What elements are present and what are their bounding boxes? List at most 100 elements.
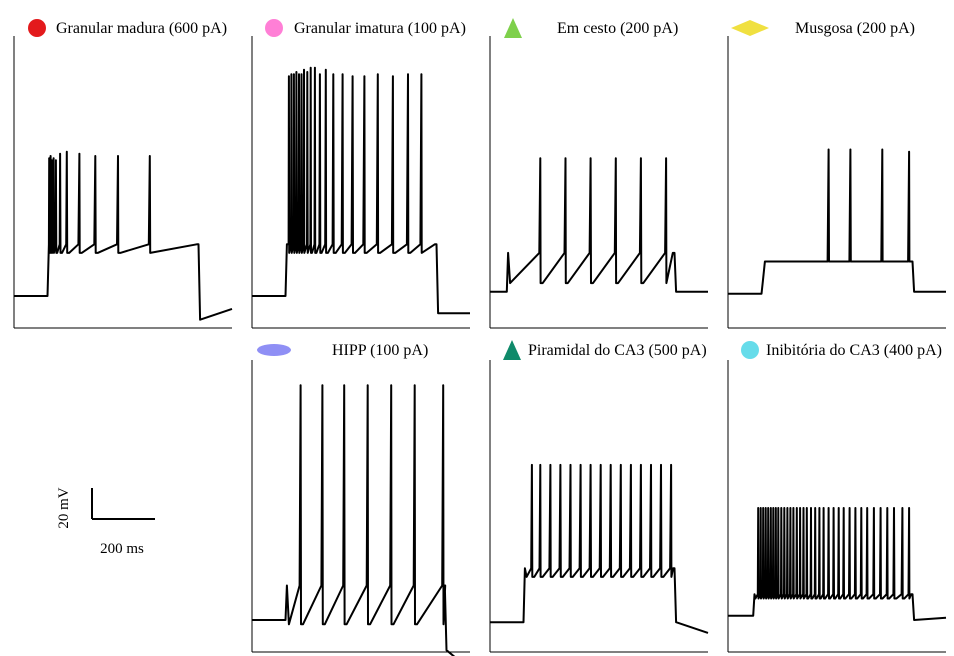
spike-peak-point bbox=[775, 507, 777, 509]
spike-peak-point bbox=[757, 507, 759, 509]
spike-peak-point bbox=[332, 73, 335, 75]
spike-peak-point bbox=[303, 69, 305, 71]
spike-peak-point bbox=[59, 153, 61, 155]
spike-peak-point bbox=[767, 507, 769, 509]
spike-peak-point bbox=[94, 155, 97, 157]
spike-peak-point bbox=[799, 507, 801, 509]
spike-peak-point bbox=[306, 71, 309, 73]
spike-peak-point bbox=[650, 464, 652, 466]
triangle-marker-icon bbox=[504, 18, 522, 38]
spike-peak-point bbox=[569, 464, 572, 466]
spike-peak-point bbox=[777, 507, 780, 509]
spike-peak-point bbox=[886, 507, 889, 509]
spike-peak-point bbox=[908, 507, 910, 509]
spike-peak-point bbox=[325, 69, 327, 71]
trace-panel: Granular imatura (100 pA) bbox=[251, 19, 470, 329]
spike-peak-point bbox=[48, 157, 50, 159]
spike-peak-point bbox=[351, 75, 354, 78]
spike-peak-point bbox=[837, 507, 840, 509]
spike-peak-point bbox=[759, 507, 762, 509]
spike-peak-point bbox=[827, 148, 830, 151]
spike-peak-point bbox=[579, 464, 582, 466]
spike-peak-point bbox=[149, 155, 151, 157]
spike-peak-point bbox=[363, 75, 366, 78]
spike-peak-point bbox=[670, 464, 672, 466]
spike-peak-point bbox=[609, 464, 612, 466]
spike-peak-point bbox=[660, 464, 662, 466]
panel-title: Piramidal do CA3 (500 pA) bbox=[528, 342, 707, 359]
spike-peak-point bbox=[780, 507, 783, 509]
ellipse-marker-icon bbox=[257, 344, 291, 356]
spike-peak-point bbox=[366, 384, 369, 387]
spike-peak-point bbox=[814, 507, 816, 509]
spike-peak-point bbox=[319, 73, 321, 75]
voltage-trace-line bbox=[490, 157, 708, 293]
spike-peak-point bbox=[848, 507, 851, 509]
spike-peak-point bbox=[539, 157, 542, 159]
spike-peak-point bbox=[321, 384, 324, 387]
spike-peak-point bbox=[786, 507, 789, 509]
spike-peak-point bbox=[789, 507, 792, 509]
panel-title: Granular madura (600 pA) bbox=[56, 20, 227, 37]
spike-peak-point bbox=[341, 73, 344, 75]
spike-peak-point bbox=[55, 159, 57, 162]
spike-peak-point bbox=[802, 507, 805, 509]
panel-title: Inibitória do CA3 (400 pA) bbox=[766, 342, 942, 359]
spike-peak-point bbox=[764, 507, 767, 509]
voltage-trace-line bbox=[252, 384, 456, 656]
panel-title: Granular imatura (100 pA) bbox=[294, 20, 466, 37]
spike-peak-point bbox=[818, 507, 821, 509]
spike-peak-point bbox=[298, 73, 300, 75]
spike-peak-point bbox=[806, 507, 808, 509]
spike-peak-point bbox=[295, 71, 298, 73]
spike-peak-point bbox=[288, 75, 290, 78]
spike-peak-point bbox=[442, 384, 445, 387]
spike-peak-point bbox=[881, 148, 884, 151]
spike-peak-point bbox=[599, 464, 602, 466]
spike-peak-point bbox=[377, 73, 379, 75]
voltage-trace-line bbox=[252, 66, 470, 315]
spike-peak-point bbox=[640, 464, 642, 466]
spike-peak-point bbox=[559, 464, 562, 466]
spike-peak-point bbox=[78, 153, 81, 155]
spike-peak-point bbox=[901, 507, 904, 509]
trace-panel: Piramidal do CA3 (500 pA) bbox=[489, 340, 709, 653]
spike-peak-point bbox=[842, 507, 845, 509]
spike-peak-point bbox=[615, 157, 617, 159]
spike-peak-point bbox=[796, 507, 798, 509]
spike-peak-point bbox=[390, 384, 393, 387]
circle-marker-icon bbox=[741, 341, 759, 359]
spike-peak-point bbox=[640, 157, 642, 159]
spike-peak-point bbox=[879, 507, 882, 509]
spike-peak-point bbox=[849, 148, 852, 151]
voltage-trace-line bbox=[728, 507, 947, 621]
spike-peak-point bbox=[630, 464, 632, 466]
spike-peak-point bbox=[51, 159, 53, 162]
spike-peak-point bbox=[66, 150, 68, 153]
spike-peak-point bbox=[549, 464, 552, 466]
diamond-marker-icon bbox=[731, 20, 769, 36]
triangle-marker-icon bbox=[503, 340, 521, 360]
spike-peak-point bbox=[49, 155, 52, 157]
voltage-trace-line bbox=[728, 148, 946, 295]
spike-peak-point bbox=[873, 507, 875, 509]
panel-title: Musgosa (200 pA) bbox=[795, 20, 915, 37]
panels-group: Granular madura (600 pA) Granular imatura… bbox=[13, 18, 947, 656]
spike-peak-point bbox=[309, 66, 312, 69]
spike-peak-point bbox=[893, 507, 895, 509]
spike-peak-point bbox=[792, 507, 795, 509]
spike-peak-point bbox=[52, 157, 55, 159]
spike-peak-point bbox=[300, 73, 303, 75]
spike-peak-point bbox=[407, 73, 409, 75]
spike-peak-point bbox=[854, 507, 857, 509]
spike-peak-point bbox=[832, 507, 835, 509]
panel-title: Em cesto (200 pA) bbox=[557, 20, 678, 37]
voltage-trace-line bbox=[14, 150, 233, 321]
circle-marker-icon bbox=[265, 19, 283, 37]
trace-panel: Granular madura (600 pA) bbox=[13, 19, 233, 329]
spike-peak-point bbox=[810, 507, 812, 509]
spike-peak-point bbox=[293, 73, 295, 75]
spike-peak-point bbox=[827, 507, 830, 509]
spike-peak-point bbox=[343, 384, 346, 387]
spike-peak-point bbox=[299, 384, 302, 387]
